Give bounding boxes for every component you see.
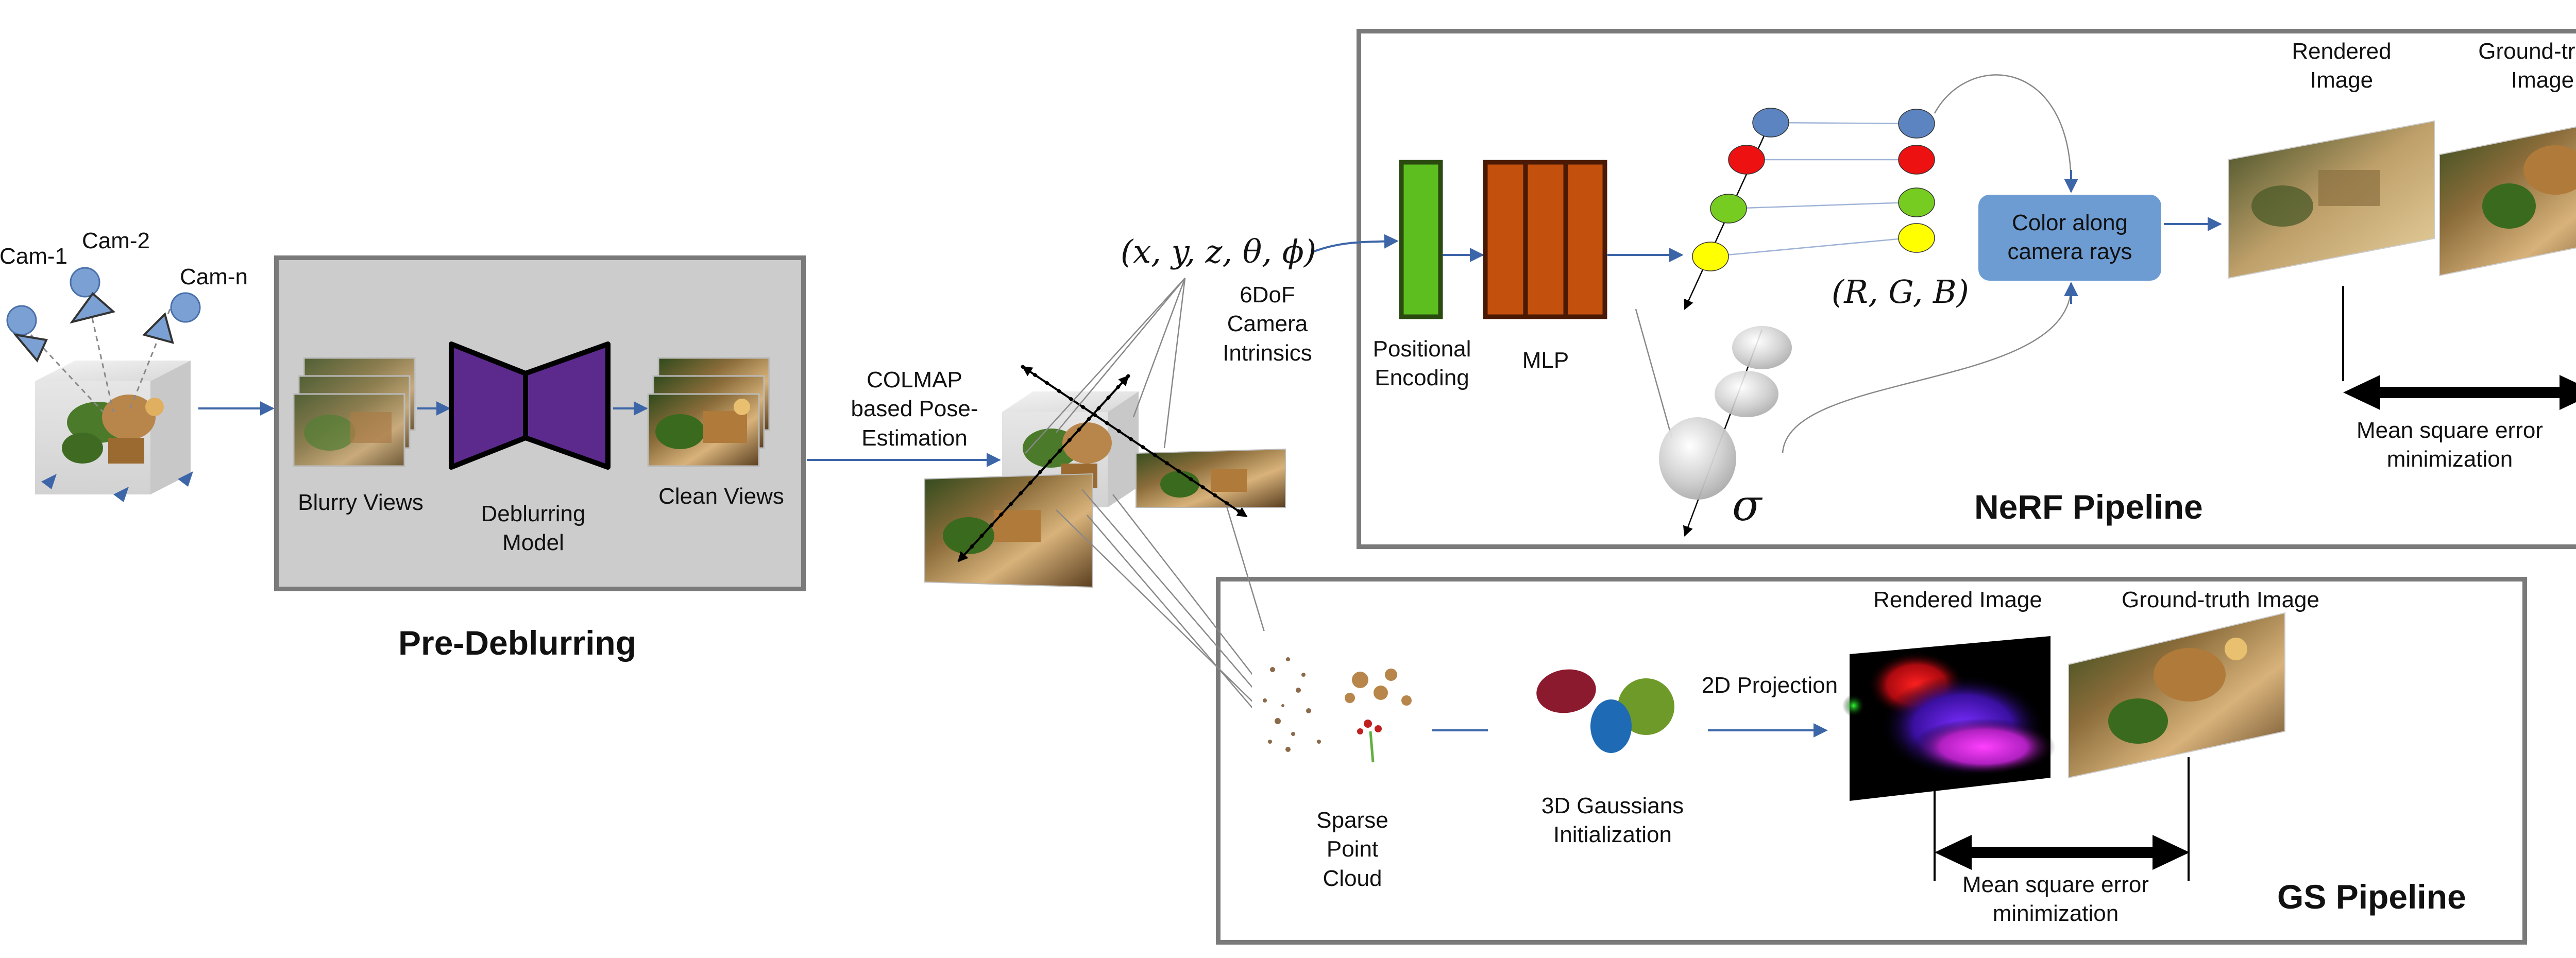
curve-sigma-to-color (1782, 288, 2072, 454)
clean-views-label: Clean Views (658, 484, 784, 509)
color-along-rays-label: Color along camera rays (2007, 210, 2132, 265)
clean-views-stack (647, 357, 770, 467)
gs-pipeline-panel (1216, 577, 2527, 945)
projection-2d-label: 2D Projection (1701, 673, 1838, 698)
gs-rendered-label: Rendered Image (1873, 587, 2042, 612)
gaussians-image (1488, 631, 1715, 755)
sparse-point-cloud-label: Sparse Point Cloud (1316, 808, 1388, 891)
colmap-label: COLMAP based Pose- Estimation (851, 367, 978, 451)
input-sample-nodes (1692, 108, 1789, 271)
pre-deblurring-title: Pre-Deblurring (398, 624, 637, 662)
output-color-nodes (1898, 109, 1935, 253)
cam-2-label: Cam-2 (81, 228, 150, 253)
gs-mse-arrow (1935, 835, 2190, 870)
gs-ground-truth-image (2068, 612, 2285, 779)
camera-cam-2-icon (70, 267, 116, 324)
nerf-mse-label: Mean square error minimization (2357, 418, 2543, 472)
nerf-rendered-label: Rendered Image (2292, 39, 2392, 93)
nerf-mse-arrow (2343, 375, 2576, 410)
blurry-views-label: Blurry Views (298, 490, 423, 515)
sparse-point-cloud-image (1252, 631, 1427, 765)
gs-rendered-image (1842, 636, 2056, 801)
nerf-rendered-image (2228, 120, 2435, 279)
nerf-pipeline-title: NeRF Pipeline (1974, 488, 2203, 526)
pose-projection-lines (1025, 278, 1289, 732)
mlp-block (1483, 160, 1607, 319)
ray-sample-lines (1710, 119, 1910, 258)
scene-cube (35, 361, 191, 494)
cube-corner-markers (41, 471, 193, 502)
positional-encoding-block (1399, 160, 1443, 319)
density-spheres (1659, 326, 1792, 500)
gs-ground-truth-label: Ground-truth Image (2122, 587, 2319, 612)
gs-mse-label: Mean square error minimization (1962, 872, 2149, 927)
scene-rays (30, 309, 171, 413)
curve-rgb-to-color (1934, 74, 2072, 186)
color-along-rays-box (1978, 195, 2161, 281)
nerf-ground-truth-image (2439, 126, 2576, 277)
deblurring-model-shape (449, 341, 611, 470)
mlp-label: MLP (1522, 348, 1569, 373)
cam-1-label: Cam-1 (0, 244, 68, 269)
camera-cam-n-icon (142, 292, 201, 344)
gs-pipeline-title: GS Pipeline (2277, 878, 2466, 916)
nerf-pipeline-panel (1357, 29, 2576, 549)
cam-n-label: Cam-n (179, 264, 248, 289)
blurry-views-stack (293, 357, 416, 467)
rgb-label: (R, G, B) (1832, 273, 1969, 311)
deblurring-model-label: Deblurring Model (481, 501, 586, 556)
positional-encoding-label: Positional Encoding (1372, 336, 1471, 391)
camera-cam-1-icon (6, 305, 48, 363)
nerf-ground-truth-label: Ground-truth Image (2478, 39, 2576, 93)
ray-connector (1635, 309, 1673, 438)
arrow-pose-to-encoding (1311, 234, 1399, 253)
six-dof-label: 6DoF Camera Intrinsics (1223, 282, 1312, 366)
pose-params-label: (x, y, z, θ, ϕ) (1121, 233, 1317, 270)
camera-axes (956, 365, 1249, 563)
sigma-label: σ (1732, 480, 1762, 531)
gaussians-init-label: 3D Gaussians Initialization (1541, 793, 1684, 848)
